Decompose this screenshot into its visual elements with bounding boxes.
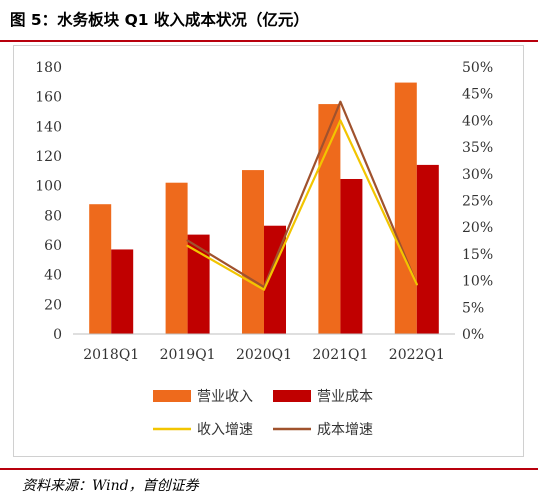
bar-revenue-2019Q1: [165, 182, 188, 334]
y-right-tick-label: 50%: [462, 60, 493, 76]
x-tick-label: 2020Q1: [236, 347, 292, 363]
chart-frame: [13, 45, 524, 457]
y-right-tick-label: 20%: [462, 220, 493, 236]
line-revenue-growth: [186, 119, 418, 291]
y-right-tick-label: 0%: [462, 327, 484, 343]
bar-cost-2019Q1: [187, 234, 210, 334]
bar-revenue-2018Q1: [89, 204, 112, 334]
top-rule: [0, 40, 538, 42]
bar-revenue-2021Q1: [318, 104, 341, 334]
y-left-tick-label: 120: [35, 149, 62, 165]
y-right-tick-label: 25%: [462, 194, 493, 210]
bar-revenue-2022Q1: [394, 82, 417, 334]
y-right-tick-label: 45%: [462, 87, 493, 103]
y-right-tick-label: 40%: [462, 113, 493, 129]
legend-label-cost-growth: 成本增速: [317, 422, 373, 438]
y-right-tick-label: 30%: [462, 167, 493, 183]
x-tick-label: 2021Q1: [312, 347, 368, 363]
axes-layer: 0 20 40 60 80 100 120 140 160 180 0% 5% 10% 15% 20% 25%…: [35, 60, 493, 363]
y-left-tick-label: 160: [35, 90, 62, 106]
y-left-tick-label: 20: [44, 297, 62, 313]
y-left-tick-label: 180: [35, 60, 62, 76]
bar-revenue-2020Q1: [242, 170, 264, 334]
x-tick-label: 2019Q1: [160, 347, 216, 363]
line-cost-growth: [186, 100, 418, 289]
y-right-tick-label: 15%: [462, 247, 493, 263]
bar-cost-2018Q1: [111, 249, 134, 334]
bar-cost-2021Q1: [340, 178, 363, 334]
bar-cost-2022Q1: [416, 164, 439, 334]
x-tick-label: 2018Q1: [83, 347, 139, 363]
y-left-tick-label: 40: [44, 268, 62, 284]
y-right-tick-label: 5%: [462, 300, 484, 316]
y-left-tick-label: 0: [53, 327, 62, 343]
legend-swatch-cost: [273, 390, 311, 402]
y-left-tick-label: 140: [35, 119, 62, 135]
y-left-tick-label: 60: [44, 238, 62, 254]
x-tick-label: 2022Q1: [389, 347, 445, 363]
legend-swatch-revenue: [153, 390, 191, 402]
legend-label-revenue: 营业收入: [197, 389, 253, 405]
legend-label-revenue-growth: 收入增速: [197, 422, 253, 438]
legend-label-cost: 营业成本: [317, 389, 373, 405]
bars-layer: [89, 82, 439, 334]
bottom-rule: [0, 468, 538, 470]
y-left-tick-label: 80: [44, 208, 62, 224]
y-right-tick-label: 10%: [462, 274, 493, 290]
lines-layer: [186, 100, 418, 291]
figure-title: 图 5：水务板块 Q1 收入成本状况（亿元）: [10, 11, 309, 29]
source-note: 资料来源：Wind，首创证券: [22, 478, 199, 494]
y-left-tick-label: 100: [35, 179, 62, 195]
y-right-tick-label: 35%: [462, 140, 493, 156]
